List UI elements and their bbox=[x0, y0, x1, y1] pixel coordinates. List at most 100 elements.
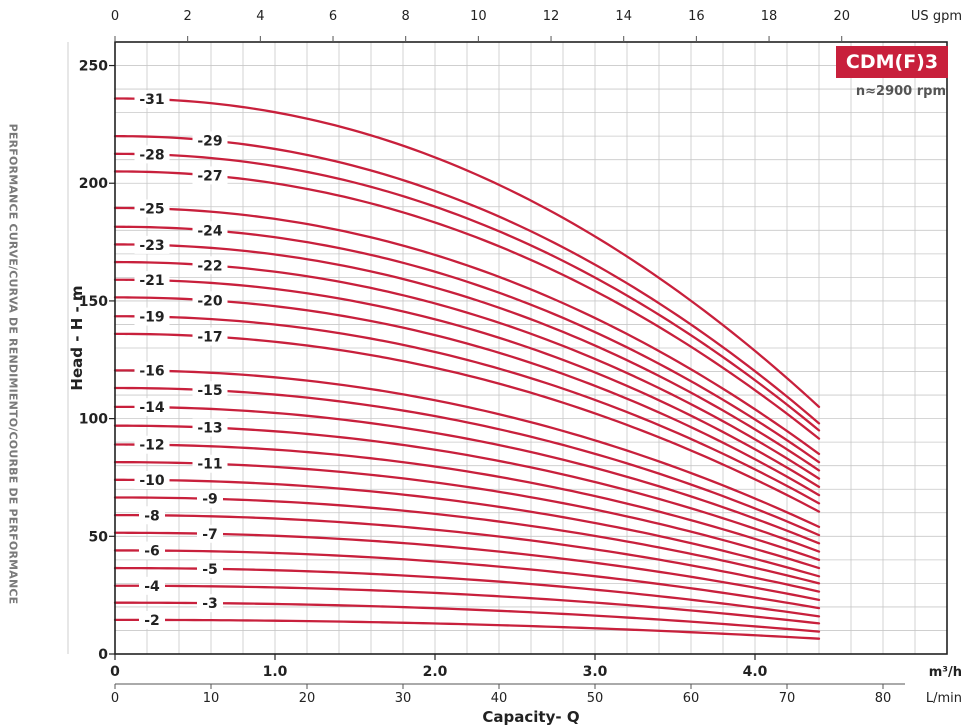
y-tick-label: 100 bbox=[79, 412, 108, 428]
curve-label-bg bbox=[134, 471, 170, 490]
curve-label: -16 bbox=[139, 364, 164, 380]
curve-label: -6 bbox=[144, 544, 160, 560]
curve-label: -29 bbox=[197, 133, 222, 149]
x-tick-label-lmin: 70 bbox=[779, 691, 796, 706]
y-tick-label: 200 bbox=[79, 176, 108, 192]
curve-label: -22 bbox=[197, 258, 222, 274]
x-tick-label-usgpm: 16 bbox=[688, 9, 705, 24]
x-tick-label-usgpm: 18 bbox=[761, 9, 778, 24]
curve-label-bg bbox=[192, 291, 228, 310]
pump-curve bbox=[113, 584, 821, 625]
curve-label-bg bbox=[197, 489, 223, 508]
curve-label: -10 bbox=[139, 473, 165, 489]
x-tick-label-m3h: 4.0 bbox=[743, 664, 768, 680]
curve-label-bg bbox=[192, 327, 228, 346]
x-tick-label-m3h: 0 bbox=[110, 664, 120, 680]
curve-label-bg bbox=[134, 235, 170, 254]
x-tick-label-m3h: 3.0 bbox=[583, 664, 608, 680]
y-axis-label: Head - H - m bbox=[68, 285, 86, 390]
curve-label: -20 bbox=[197, 293, 223, 309]
curves bbox=[113, 97, 821, 640]
curve-label-bg bbox=[139, 541, 165, 560]
x-tick-label-lmin: 0 bbox=[111, 691, 119, 706]
pump-curve bbox=[113, 97, 821, 408]
x-axis-label: Capacity- Q bbox=[482, 708, 579, 726]
curve-label: -2 bbox=[144, 613, 160, 629]
curve-label-bg bbox=[134, 90, 170, 109]
y-tick-label: 250 bbox=[79, 59, 108, 75]
pump-curve bbox=[113, 315, 821, 505]
pump-curve bbox=[113, 618, 821, 640]
pump-curve bbox=[113, 386, 821, 537]
curve-label-bg bbox=[197, 524, 223, 543]
pump-curve bbox=[113, 478, 821, 578]
pump-curve bbox=[113, 424, 821, 553]
pump-curve bbox=[113, 152, 821, 432]
x-tick-label-usgpm: 12 bbox=[543, 9, 560, 24]
curve-label-bg bbox=[139, 506, 165, 525]
curve-label-bg bbox=[134, 307, 170, 326]
curve-label: -11 bbox=[197, 457, 222, 473]
curve-label-bg bbox=[134, 271, 170, 290]
curve-labels: -2 -3 -4 -5 -6 -7 -8 -9 -10 -11 -12 -13 -14 -15 -16 -17… bbox=[134, 90, 228, 629]
x-tick-label-usgpm: 0 bbox=[111, 9, 119, 24]
curve-label: -31 bbox=[139, 92, 164, 108]
curve-label-bg bbox=[192, 381, 228, 400]
curve-label: -9 bbox=[202, 492, 218, 508]
curve-label: -13 bbox=[197, 421, 222, 437]
x-tick-label-usgpm: 6 bbox=[329, 9, 337, 24]
curve-label-bg bbox=[139, 576, 165, 595]
x-tick-label-usgpm: 20 bbox=[833, 9, 850, 24]
pump-curve bbox=[113, 225, 821, 464]
pump-curve bbox=[113, 513, 821, 593]
curve-label: -24 bbox=[197, 223, 223, 239]
curve-label-bg bbox=[197, 559, 223, 578]
x-tick-label-lmin: 40 bbox=[491, 691, 508, 706]
curve-label: -21 bbox=[139, 273, 164, 289]
pump-curve bbox=[113, 206, 821, 456]
curve-label-bg bbox=[192, 418, 228, 437]
pump-curve bbox=[113, 296, 821, 497]
pump-curve bbox=[113, 443, 821, 561]
curve-label-bg bbox=[134, 199, 170, 218]
curve-label-bg bbox=[192, 256, 228, 275]
plot-frame bbox=[114, 41, 948, 655]
curve-label-bg bbox=[192, 166, 228, 185]
x-tick-label-lmin: 20 bbox=[299, 691, 316, 706]
pump-curve bbox=[113, 566, 821, 618]
side-title: PERFORMANCE CURVE/CURVA DE RENDIMIENTO/C… bbox=[6, 123, 20, 605]
curve-label: -8 bbox=[144, 508, 160, 524]
rpm-label: n≈2900 rpm bbox=[855, 84, 946, 99]
curve-label: -5 bbox=[202, 562, 218, 578]
curve-label: -15 bbox=[197, 383, 222, 399]
curve-label: -23 bbox=[139, 238, 164, 254]
y-tick-label: 150 bbox=[79, 294, 108, 310]
x-tick-label-lmin: 10 bbox=[203, 691, 220, 706]
model-badge: CDM(F)3 bbox=[836, 46, 948, 78]
x-tick-label-lmin: 60 bbox=[683, 691, 700, 706]
curve-label-bg bbox=[192, 454, 228, 473]
x-unit-m3h: m³/h bbox=[929, 665, 962, 680]
curve-label-bg bbox=[192, 221, 228, 240]
pump-curve bbox=[113, 260, 821, 480]
pump-curve bbox=[113, 369, 821, 529]
curve-label: -7 bbox=[202, 527, 218, 543]
curve-label: -28 bbox=[139, 147, 164, 163]
x-tick-label-usgpm: 14 bbox=[615, 9, 632, 24]
curve-label: -27 bbox=[197, 168, 222, 184]
x-tick-label-usgpm: 4 bbox=[256, 9, 264, 24]
pump-curve bbox=[113, 135, 821, 425]
x-tick-label-usgpm: 10 bbox=[470, 9, 487, 24]
curve-label: -25 bbox=[139, 201, 164, 217]
x-tick-label-lmin: 30 bbox=[395, 691, 412, 706]
curve-label-bg bbox=[134, 435, 170, 454]
y-tick-label: 50 bbox=[89, 529, 109, 545]
curve-label-bg bbox=[139, 610, 165, 629]
curve-label: -4 bbox=[144, 579, 160, 595]
x-tick-label-usgpm: 8 bbox=[402, 9, 410, 24]
curve-label-bg bbox=[197, 594, 223, 613]
pump-curve bbox=[113, 405, 821, 545]
pump-curve bbox=[113, 531, 821, 602]
curve-label-bg bbox=[134, 398, 170, 417]
curve-label-bg bbox=[192, 131, 228, 150]
